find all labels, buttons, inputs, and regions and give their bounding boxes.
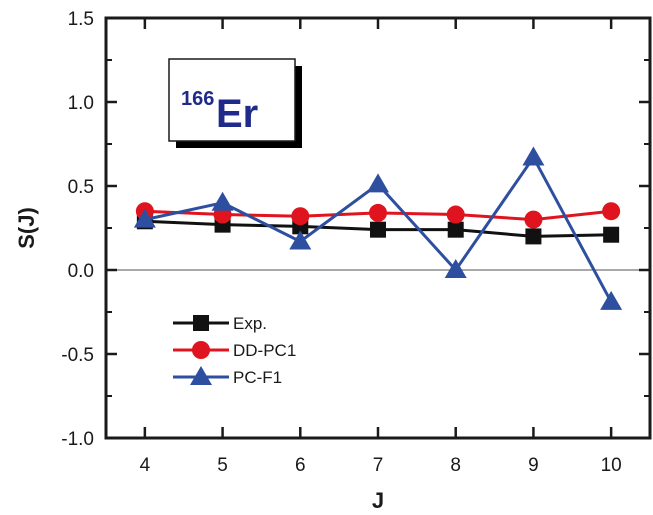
data-point (600, 290, 623, 310)
data-point (522, 146, 545, 166)
x-axis-title: J (372, 488, 384, 513)
data-point (446, 205, 465, 224)
series-layer (133, 146, 623, 310)
series-pc-f1 (133, 146, 623, 310)
legend-label: Exp. (233, 314, 267, 333)
legend-label: DD-PC1 (233, 341, 296, 360)
x-tick-label: 5 (217, 455, 228, 476)
legend-marker (193, 315, 209, 331)
legend-marker (192, 341, 210, 359)
data-point (289, 230, 312, 250)
data-point (133, 208, 156, 228)
x-tick-label: 9 (528, 455, 539, 476)
y-tick-label: 0.0 (68, 261, 94, 282)
x-tick-label: 6 (295, 455, 306, 476)
data-point (369, 203, 387, 222)
legend-label: PC-F1 (233, 368, 282, 387)
annotation-frame (168, 58, 296, 142)
data-point (370, 221, 386, 238)
y-tick-label: -0.5 (61, 345, 94, 366)
data-point (291, 207, 310, 226)
x-tick-label: 10 (601, 455, 622, 476)
data-point (211, 191, 234, 211)
x-tick-label: 4 (140, 455, 151, 476)
data-point (525, 228, 542, 245)
legend: Exp. DD-PC1 PC-F1 (173, 314, 296, 387)
x-tick-label: 8 (450, 455, 461, 476)
data-point (602, 202, 621, 221)
y-tick-label: 1.0 (68, 93, 94, 114)
element-symbol: Er (216, 92, 258, 136)
y-tick-label: 1.5 (68, 9, 94, 30)
y-axis-title: S(J) (14, 207, 39, 249)
series-dd-pc1 (135, 202, 621, 229)
data-point (524, 210, 543, 229)
data-point (444, 259, 467, 278)
axes: -1.0 -0.5 0.0 0.5 1.0 1.5 4 5 6 7 8 9 10 J S(J) (14, 9, 652, 513)
y-tick-label: -1.0 (61, 429, 94, 450)
data-point (447, 221, 464, 238)
mass-number: 166 (181, 88, 214, 110)
data-point (603, 226, 620, 243)
legend-marker (190, 366, 212, 385)
x-tick-label: 7 (373, 455, 384, 476)
data-point (367, 173, 389, 193)
annotation-box: 166 Er (168, 58, 302, 148)
y-tick-label: 0.5 (68, 177, 94, 198)
